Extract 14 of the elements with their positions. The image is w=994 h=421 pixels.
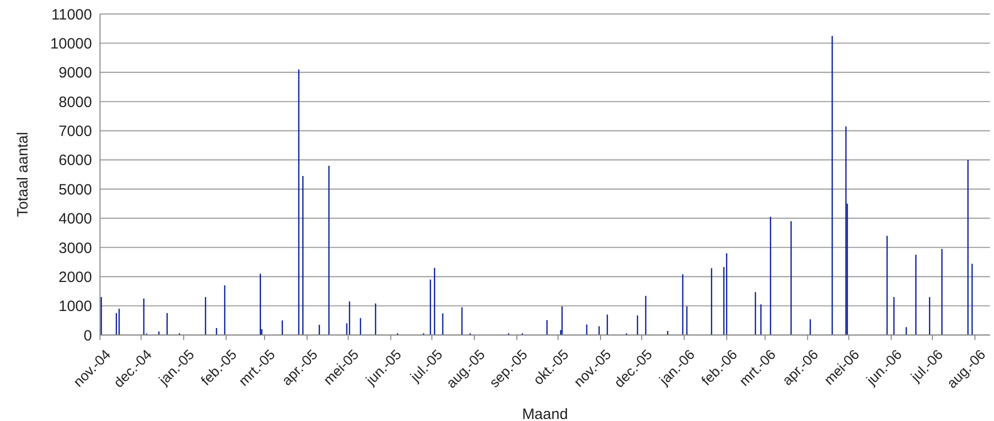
y-tick-label: 4000 xyxy=(58,210,92,228)
x-axis-title: Maand xyxy=(522,406,568,421)
y-tick-label: 2000 xyxy=(58,268,92,286)
y-tick-label: 1000 xyxy=(58,298,92,316)
y-axis-title: Totaal aantal xyxy=(14,132,32,218)
y-tick-label: 8000 xyxy=(58,94,92,111)
y-tick-label: 0 xyxy=(84,327,92,344)
y-tick-label: 5000 xyxy=(58,181,92,198)
y-tick-label: 3000 xyxy=(58,240,92,257)
y-tick-label: 10000 xyxy=(50,36,92,53)
y-tick-label: 7000 xyxy=(58,123,92,140)
y-tick-label: 9000 xyxy=(58,64,92,82)
y-tick-label: 11000 xyxy=(51,6,92,24)
y-tick-label: 6000 xyxy=(58,152,92,170)
